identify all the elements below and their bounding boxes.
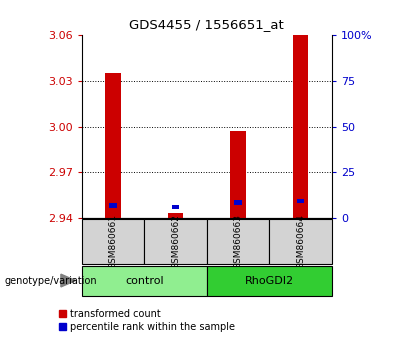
Bar [144,219,207,264]
Bar [105,73,121,218]
Bar [207,219,269,264]
Bar [82,219,144,264]
Text: RhoGDI2: RhoGDI2 [245,275,294,286]
Legend: transformed count, percentile rank within the sample: transformed count, percentile rank withi… [60,309,235,332]
Bar [230,131,246,218]
Text: GSM860662: GSM860662 [171,214,180,269]
Bar [234,200,242,205]
Bar [297,199,304,203]
Bar [207,266,332,296]
Text: GSM860664: GSM860664 [296,214,305,269]
Polygon shape [61,274,76,287]
Bar [293,35,308,218]
Text: GSM860661: GSM860661 [109,214,118,269]
Text: genotype/variation: genotype/variation [4,275,97,286]
Bar [172,205,179,209]
Bar [168,213,184,218]
Text: control: control [125,275,164,286]
Bar [109,203,117,208]
Text: GSM860663: GSM860663 [234,214,243,269]
Bar [82,266,207,296]
Title: GDS4455 / 1556651_at: GDS4455 / 1556651_at [129,18,284,32]
Bar [269,219,332,264]
